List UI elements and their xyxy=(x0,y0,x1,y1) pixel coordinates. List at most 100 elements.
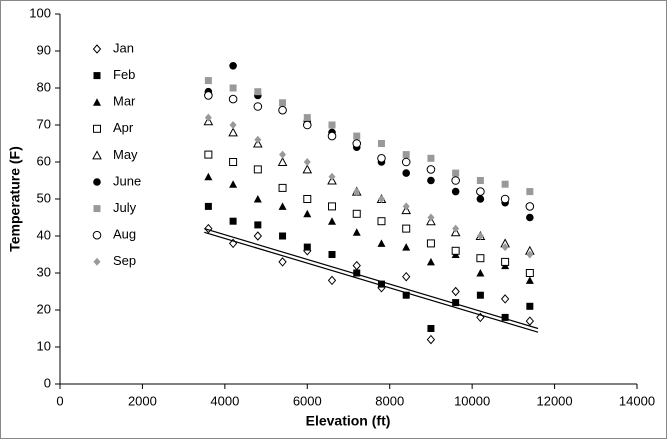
legend-bg xyxy=(88,172,148,192)
point xyxy=(402,202,410,211)
point xyxy=(302,164,313,174)
y-tick-label: 10 xyxy=(37,338,51,353)
legend-label: July xyxy=(113,200,137,215)
y-tick-label: 60 xyxy=(37,153,51,168)
point xyxy=(476,195,485,203)
point xyxy=(451,246,460,255)
point xyxy=(525,276,534,284)
point xyxy=(426,165,436,174)
legend-marker xyxy=(92,44,102,54)
legend-bg xyxy=(88,225,148,246)
legend-bg xyxy=(88,39,148,59)
point xyxy=(476,232,484,240)
point xyxy=(204,91,213,100)
point xyxy=(352,209,361,218)
point xyxy=(501,243,509,252)
legend-bg xyxy=(88,251,148,272)
legend-label: Sep xyxy=(113,253,136,268)
legend-marker xyxy=(93,178,101,186)
legend-label: June xyxy=(113,173,141,188)
point xyxy=(328,202,337,211)
point xyxy=(327,131,337,141)
x-axis-label: Elevation (ft) xyxy=(306,413,391,429)
x-tick-label: 2000 xyxy=(128,393,157,408)
point xyxy=(303,243,311,251)
point xyxy=(476,291,484,299)
legend-bg xyxy=(88,145,148,166)
legend-marker xyxy=(93,257,101,266)
point xyxy=(452,299,460,307)
point xyxy=(303,209,312,218)
legend-bg xyxy=(88,92,148,113)
point xyxy=(451,176,460,185)
legend-label: Feb xyxy=(113,67,135,82)
point xyxy=(229,121,237,129)
point xyxy=(328,121,336,129)
point xyxy=(253,102,263,111)
point xyxy=(229,62,237,70)
point xyxy=(253,231,262,241)
point xyxy=(525,202,535,211)
point xyxy=(253,165,262,174)
point xyxy=(278,105,287,115)
x-tick-label: 10000 xyxy=(454,393,490,408)
point xyxy=(303,158,311,166)
x-tick-label: 6000 xyxy=(293,393,322,408)
legend-marker xyxy=(92,150,102,160)
y-tick-label: 0 xyxy=(44,375,51,390)
point xyxy=(278,257,287,267)
point xyxy=(353,269,361,277)
point xyxy=(501,180,509,188)
point xyxy=(204,150,213,159)
y-tick-label: 80 xyxy=(37,79,51,94)
point xyxy=(204,202,212,210)
point xyxy=(377,154,386,163)
point xyxy=(427,213,435,222)
trendline xyxy=(204,231,539,333)
point xyxy=(229,217,237,225)
point xyxy=(254,221,262,229)
point xyxy=(426,239,435,248)
point xyxy=(402,169,411,177)
y-tick-label: 20 xyxy=(37,301,51,316)
point xyxy=(476,254,485,263)
point xyxy=(525,316,535,326)
point xyxy=(476,177,484,184)
point xyxy=(402,291,410,299)
point xyxy=(426,334,436,345)
x-tick-label: 0 xyxy=(56,393,63,408)
point xyxy=(501,313,509,321)
point xyxy=(451,187,460,196)
point xyxy=(228,127,238,137)
legend-marker xyxy=(93,72,101,80)
legend-bg xyxy=(88,118,148,139)
point xyxy=(476,187,485,196)
point xyxy=(352,139,362,148)
point xyxy=(526,250,534,259)
y-tick-label: 50 xyxy=(37,190,51,205)
point xyxy=(254,135,262,144)
point xyxy=(328,172,336,181)
point xyxy=(452,169,460,177)
legend-label: Aug xyxy=(113,227,136,242)
point xyxy=(427,176,435,185)
point xyxy=(452,224,460,233)
x-tick-label: 4000 xyxy=(210,393,239,408)
point xyxy=(204,113,212,122)
point xyxy=(229,180,238,188)
legend-marker xyxy=(93,124,101,133)
point xyxy=(352,228,361,236)
point xyxy=(278,183,287,192)
point xyxy=(451,286,460,297)
point xyxy=(327,275,337,286)
point xyxy=(402,224,411,233)
x-tick-label: 8000 xyxy=(375,393,404,408)
point xyxy=(377,217,386,226)
point xyxy=(302,120,312,130)
y-tick-label: 100 xyxy=(29,5,51,20)
point xyxy=(377,195,385,203)
point xyxy=(526,188,534,196)
point xyxy=(525,269,534,277)
point xyxy=(303,114,311,122)
